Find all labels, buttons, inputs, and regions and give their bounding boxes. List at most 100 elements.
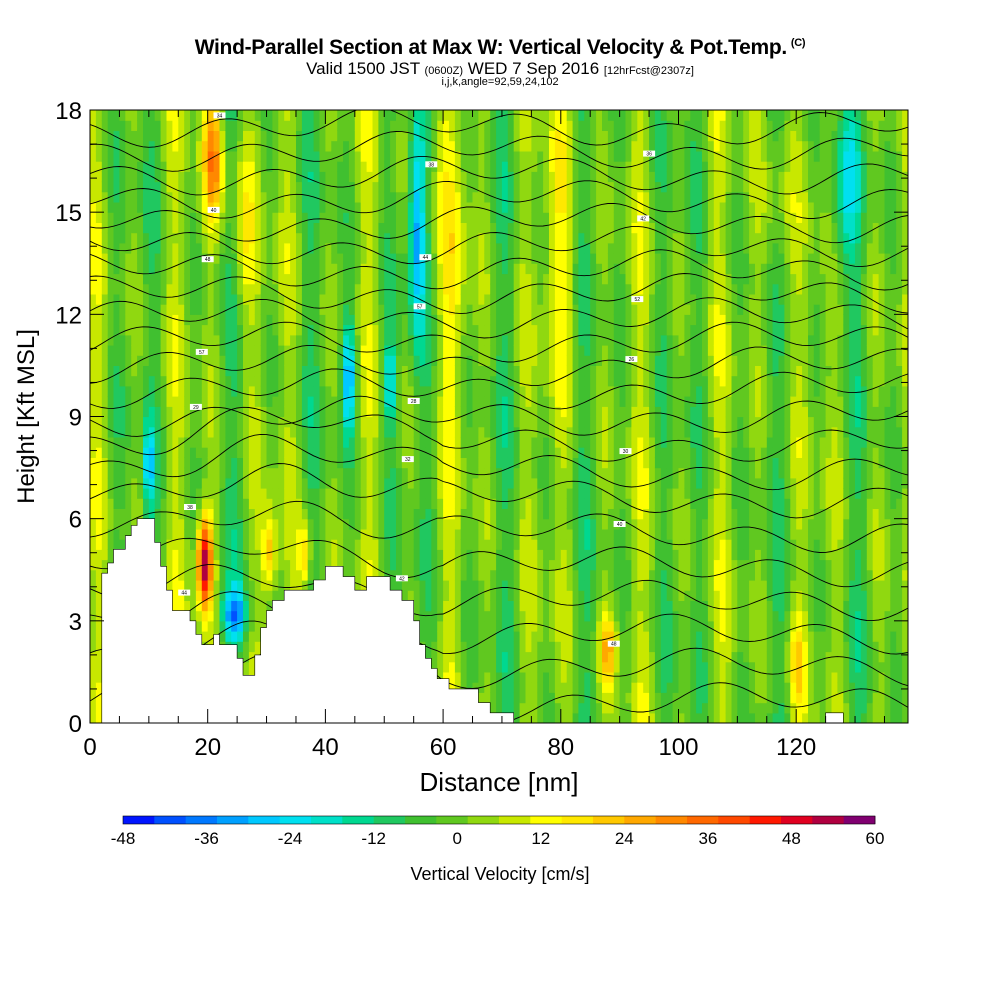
velocity-cell — [519, 447, 527, 458]
velocity-cell — [537, 110, 544, 121]
velocity-cell — [419, 365, 427, 377]
velocity-cell — [466, 426, 474, 438]
velocity-cell — [390, 549, 397, 561]
velocity-cell — [454, 273, 462, 285]
velocity-cell — [260, 498, 268, 509]
velocity-cell — [360, 488, 368, 499]
velocity-cell — [472, 457, 479, 469]
velocity-cell — [95, 528, 103, 540]
velocity-cell — [554, 222, 562, 234]
velocity-cell — [125, 508, 132, 520]
velocity-cell — [537, 385, 544, 397]
velocity-cell — [237, 345, 244, 356]
velocity-cell — [354, 477, 362, 489]
velocity-cell — [372, 324, 379, 336]
velocity-cell — [419, 293, 427, 305]
velocity-cell — [178, 283, 185, 295]
velocity-cell — [360, 161, 368, 172]
velocity-cell — [284, 396, 291, 407]
velocity-cell — [407, 406, 415, 418]
velocity-cell — [290, 253, 297, 264]
velocity-cell — [248, 140, 256, 152]
velocity-cell — [125, 488, 132, 499]
velocity-cell — [490, 590, 497, 601]
velocity-cell — [401, 273, 409, 285]
velocity-cell — [543, 253, 550, 264]
velocity-cell — [566, 508, 574, 520]
velocity-cell — [554, 293, 562, 305]
velocity-cell — [225, 396, 232, 407]
velocity-cell — [407, 140, 415, 152]
velocity-cell — [184, 580, 191, 591]
velocity-cell — [501, 620, 509, 632]
velocity-cell — [407, 477, 415, 489]
velocity-cell — [231, 161, 238, 172]
velocity-cell — [501, 661, 509, 673]
velocity-cell — [490, 580, 497, 591]
velocity-cell — [225, 324, 232, 336]
velocity-cell — [519, 457, 527, 469]
velocity-cell — [343, 242, 350, 254]
velocity-cell — [296, 498, 303, 509]
velocity-cell — [337, 396, 344, 407]
velocity-cell — [231, 110, 238, 121]
velocity-cell — [290, 232, 297, 244]
velocity-cell — [366, 140, 374, 152]
velocity-cell — [360, 150, 368, 162]
velocity-cell — [531, 161, 538, 172]
velocity-cell — [354, 110, 362, 121]
velocity-cell — [160, 385, 168, 397]
velocity-cell — [484, 467, 491, 479]
velocity-cell — [237, 559, 244, 571]
velocity-cell — [107, 396, 115, 407]
velocity-cell — [401, 549, 409, 561]
velocity-cell — [531, 539, 538, 550]
velocity-cell — [166, 304, 173, 315]
velocity-cell — [378, 457, 385, 469]
velocity-cell — [396, 365, 403, 377]
velocity-cell — [507, 549, 515, 561]
velocity-cell — [254, 620, 262, 632]
velocity-cell — [278, 355, 285, 366]
velocity-cell — [507, 130, 515, 142]
velocity-cell — [372, 273, 379, 285]
velocity-cell — [107, 293, 115, 305]
velocity-cell — [472, 222, 479, 234]
velocity-cell — [566, 130, 574, 142]
velocity-cell — [260, 263, 268, 275]
velocity-cell — [201, 518, 209, 530]
velocity-cell — [366, 110, 374, 121]
velocity-cell — [413, 498, 421, 509]
velocity-cell — [501, 590, 509, 601]
velocity-cell — [460, 590, 468, 601]
velocity-cell — [566, 110, 574, 121]
velocity-cell — [278, 590, 285, 601]
velocity-cell — [549, 610, 556, 622]
velocity-cell — [243, 212, 250, 223]
velocity-cell — [207, 508, 215, 520]
velocity-cell — [237, 457, 244, 469]
velocity-cell — [254, 436, 262, 448]
velocity-cell — [284, 120, 291, 131]
velocity-cell — [360, 477, 368, 489]
velocity-cell — [254, 222, 262, 234]
velocity-cell — [343, 447, 350, 458]
velocity-cell — [307, 120, 315, 131]
velocity-cell — [207, 304, 215, 315]
velocity-cell — [95, 457, 103, 469]
velocity-cell — [525, 661, 532, 673]
velocity-cell — [572, 580, 580, 591]
velocity-cell — [201, 120, 209, 131]
velocity-cell — [143, 355, 150, 366]
velocity-cell — [248, 620, 256, 632]
velocity-cell — [225, 355, 232, 366]
velocity-cell — [425, 293, 432, 305]
velocity-cell — [478, 600, 485, 612]
velocity-cell — [278, 253, 285, 264]
velocity-cell — [195, 273, 203, 285]
velocity-cell — [390, 467, 397, 479]
velocity-cell — [319, 488, 326, 499]
velocity-cell — [231, 365, 238, 377]
velocity-cell — [95, 385, 103, 397]
